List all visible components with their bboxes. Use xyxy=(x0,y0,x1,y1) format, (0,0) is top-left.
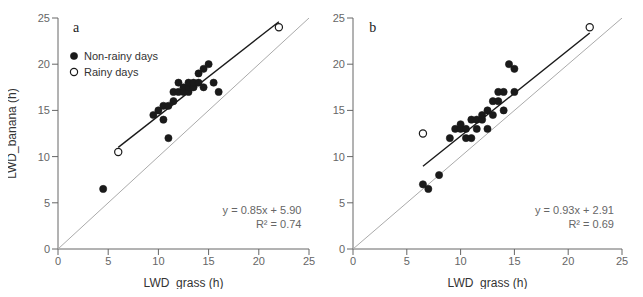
svg-text:5: 5 xyxy=(105,255,111,267)
svg-text:20: 20 xyxy=(562,255,574,267)
svg-text:25: 25 xyxy=(38,12,50,24)
svg-text:10: 10 xyxy=(333,151,345,163)
svg-text:0: 0 xyxy=(350,255,356,267)
svg-text:5: 5 xyxy=(404,255,410,267)
svg-text:10: 10 xyxy=(454,255,466,267)
html-text:R² = 0.69: R² = 0.69 xyxy=(568,217,614,230)
html-text:y = 0.85x + 5.90: y = 0.85x + 5.90 xyxy=(222,203,302,216)
svg-text:LWD_grass (h): LWD_grass (h) xyxy=(144,276,224,289)
svg-text:0: 0 xyxy=(44,243,50,255)
svg-text:15: 15 xyxy=(38,104,50,116)
html-text:Non-rainy days: Non-rainy days xyxy=(84,50,158,62)
svg-text:25: 25 xyxy=(616,255,628,267)
svg-text:15: 15 xyxy=(202,255,214,267)
svg-text:0: 0 xyxy=(339,243,345,255)
html-text:y = 0.93x + 2.91: y = 0.93x + 2.91 xyxy=(535,203,614,216)
svg-text:25: 25 xyxy=(333,12,345,24)
svg-text:20: 20 xyxy=(333,58,345,70)
html-text:Rainy days: Rainy days xyxy=(84,66,139,78)
svg-text:5: 5 xyxy=(44,197,50,209)
svg-text:20: 20 xyxy=(38,58,50,70)
svg-text:10: 10 xyxy=(152,255,164,267)
svg-text:10: 10 xyxy=(38,151,50,163)
svg-text:15: 15 xyxy=(333,104,345,116)
svg-text:15: 15 xyxy=(508,255,520,267)
svg-text:20: 20 xyxy=(253,255,265,267)
svg-text:0: 0 xyxy=(55,255,61,267)
html-text:a: a xyxy=(73,20,80,36)
svg-text:LWD_grass (h): LWD_grass (h) xyxy=(448,276,528,289)
svg-text:5: 5 xyxy=(339,197,345,209)
html-text:b: b xyxy=(369,20,377,36)
html-text:R² = 0.74: R² = 0.74 xyxy=(255,217,302,230)
svg-text:25: 25 xyxy=(303,255,315,267)
svg-text:LWD_banana (h): LWD_banana (h) xyxy=(8,88,19,179)
